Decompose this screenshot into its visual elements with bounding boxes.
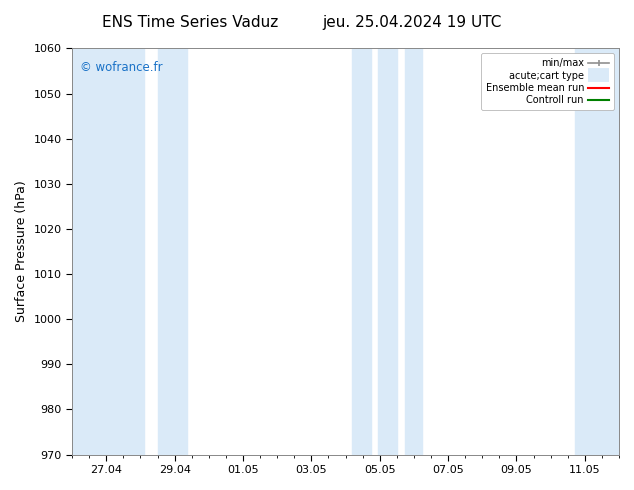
Y-axis label: Surface Pressure (hPa): Surface Pressure (hPa) [15, 181, 28, 322]
Bar [378, 49, 397, 455]
Legend: min/max, acute;cart type, Ensemble mean run, Controll run: min/max, acute;cart type, Ensemble mean … [481, 53, 614, 110]
Bar [405, 49, 422, 455]
Bar [353, 49, 371, 455]
Bar [574, 49, 619, 455]
Text: © wofrance.fr: © wofrance.fr [81, 61, 163, 74]
Text: jeu. 25.04.2024 19 UTC: jeu. 25.04.2024 19 UTC [323, 15, 501, 30]
Text: ENS Time Series Vaduz: ENS Time Series Vaduz [102, 15, 278, 30]
Bar [72, 49, 144, 455]
Bar [158, 49, 186, 455]
